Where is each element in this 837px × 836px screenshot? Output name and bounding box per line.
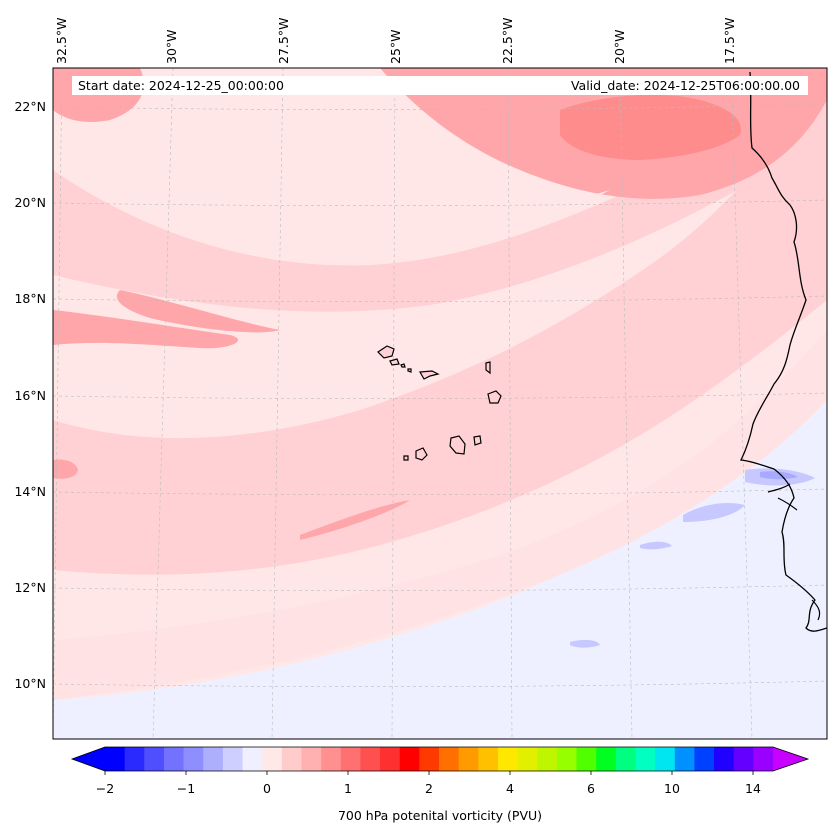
colorbar-bin	[242, 747, 263, 771]
lat-label-16n: 16°N	[14, 388, 46, 403]
colorbar-bin	[222, 747, 244, 771]
gridlines	[53, 68, 827, 739]
cape-verde-islands	[377, 345, 502, 461]
colorbar-bin	[360, 747, 381, 771]
start-date: Start date: 2024-12-25_00:00:00	[78, 78, 284, 93]
red-streak	[300, 500, 410, 540]
colorbar-bin	[694, 747, 715, 771]
colorbar-bin	[380, 747, 401, 771]
african-coastline	[739, 71, 827, 632]
colorbar-bin	[163, 747, 185, 771]
pv-field	[53, 68, 827, 739]
colorbar-extend-high	[773, 747, 808, 771]
colorbar-bin	[124, 747, 145, 771]
red-patch-low	[53, 459, 78, 479]
colorbar-bin	[674, 747, 696, 771]
colorbar-bin	[733, 747, 754, 771]
colorbar-bin	[301, 747, 322, 771]
lat-label-22n: 22°N	[14, 99, 46, 114]
colorbar-bin	[321, 747, 342, 771]
lat-label-10n: 10°N	[14, 676, 46, 691]
pink-band-south	[53, 330, 827, 700]
valid-date: Valid_date: 2024-12-25T06:00:00.00	[570, 78, 800, 93]
blue-patch-offshore	[683, 503, 745, 522]
lon-label-17-5w: 17.5°W	[722, 17, 737, 64]
lat-label-12n: 12°N	[14, 580, 46, 595]
blue-patch-small	[640, 541, 672, 550]
colorbar-bin	[183, 747, 204, 771]
lon-label-30w: 30°W	[164, 29, 179, 64]
colorbar-bin	[517, 747, 538, 771]
lon-label-32-5w: 32.5°W	[54, 17, 69, 64]
colorbar-bin	[478, 747, 499, 771]
cb-tick-label: 14	[745, 781, 761, 796]
cb-tick-label: 10	[664, 781, 680, 796]
cb-tick-label: 1	[344, 781, 352, 796]
blue-patch-south	[570, 639, 600, 648]
cb-tick-label: −1	[176, 781, 196, 796]
blue-dark-patch	[760, 471, 798, 480]
lon-label-25w: 25°W	[388, 29, 403, 64]
colorbar-bin	[714, 747, 735, 771]
colorbar-bin	[458, 747, 479, 771]
lat-label-20n: 20°N	[14, 195, 46, 210]
colorbar-bin	[556, 747, 578, 771]
cb-tick-label: −2	[95, 781, 115, 796]
date-info-bar: Start date: 2024-12-25_00:00:00 Valid_da…	[72, 76, 808, 95]
cb-tick-label: 4	[506, 781, 514, 796]
lat-label-14n: 14°N	[14, 484, 46, 499]
colorbar-bin	[753, 747, 774, 771]
colorbar-bin	[419, 747, 440, 771]
colorbar-extend-low	[72, 747, 105, 771]
cb-tick-label: 0	[263, 781, 271, 796]
colorbar-bin	[105, 747, 126, 771]
lavender-region-south	[53, 370, 827, 739]
colorbar-bin	[399, 747, 420, 771]
colorbar-bin	[439, 747, 460, 771]
colorbar-bin	[655, 747, 676, 771]
colorbar-bin	[537, 747, 558, 771]
senegal-river-coast	[767, 483, 821, 621]
cb-tick-label: 2	[425, 781, 433, 796]
colorbar-bin	[203, 747, 224, 771]
red-patch-west	[53, 310, 239, 349]
colorbar-bin	[635, 747, 656, 771]
colorbar-bin	[281, 747, 303, 771]
colorbar-bin	[497, 747, 519, 771]
light-streak-north	[265, 190, 610, 233]
cb-tick-label: 6	[587, 781, 595, 796]
pink-band-main	[53, 150, 827, 575]
colorbar-bin	[615, 747, 637, 771]
deep-red-core	[560, 94, 741, 160]
colorbar-title: 700 hPa potenital vorticity (PVU)	[337, 808, 543, 823]
colorbar-bin	[576, 747, 597, 771]
colorbar	[70, 746, 810, 775]
map-frame	[52, 67, 828, 740]
colorbar-bin	[340, 747, 362, 771]
lon-label-27-5w: 27.5°W	[276, 17, 291, 64]
colorbar-bin	[262, 747, 283, 771]
lon-label-20w: 20°W	[612, 29, 627, 64]
colorbar-bin	[596, 747, 617, 771]
lon-label-22-5w: 22.5°W	[500, 17, 515, 64]
colorbar-bin	[144, 747, 165, 771]
lat-label-18n: 18°N	[14, 291, 46, 306]
